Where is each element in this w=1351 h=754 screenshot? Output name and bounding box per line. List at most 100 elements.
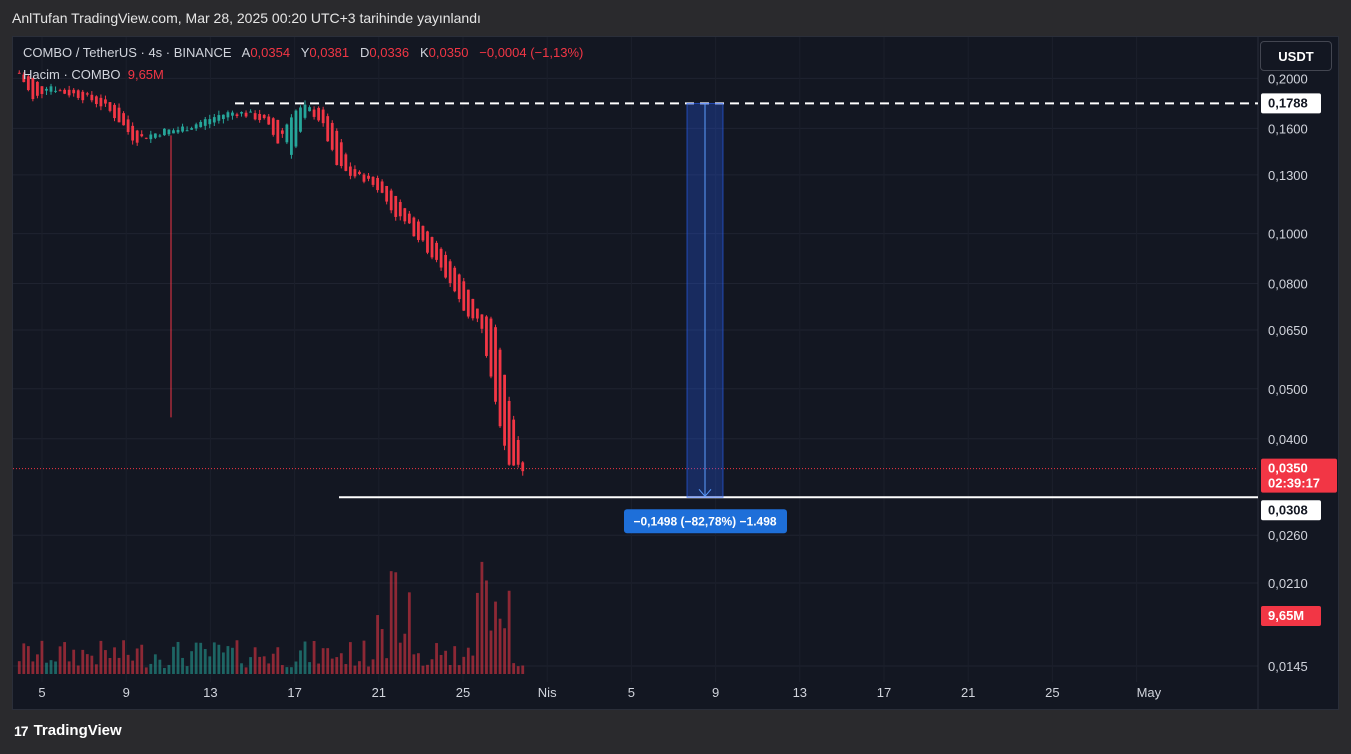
candle-body[interactable] [76, 90, 80, 98]
candle-body[interactable] [444, 254, 448, 278]
candle-body[interactable] [203, 119, 207, 126]
candle-body[interactable] [471, 298, 475, 319]
candle-body[interactable] [507, 400, 511, 465]
volume-label[interactable]: Hacim · COMBO [23, 67, 121, 82]
candle-body[interactable] [371, 176, 375, 185]
candle-body[interactable] [308, 107, 311, 112]
candle-body[interactable] [108, 102, 112, 111]
candle-body[interactable] [344, 154, 348, 171]
candle-body[interactable] [131, 125, 135, 141]
candle-body[interactable] [339, 142, 343, 167]
candle-body[interactable] [240, 112, 243, 114]
candle-body[interactable] [276, 119, 280, 144]
candle-body[interactable] [494, 327, 497, 402]
candle-body[interactable] [81, 91, 85, 101]
candle-body[interactable] [394, 195, 398, 217]
candle-body[interactable] [226, 112, 230, 118]
candle-body[interactable] [358, 171, 361, 175]
candle-body[interactable] [172, 130, 175, 134]
candle-body[interactable] [448, 261, 452, 284]
candle-body[interactable] [158, 135, 162, 137]
candle-body[interactable] [267, 116, 271, 125]
candle-body[interactable] [58, 90, 62, 92]
candle-body[interactable] [262, 114, 266, 119]
candle-body[interactable] [489, 318, 493, 377]
candle-body[interactable] [45, 88, 48, 91]
candle-body[interactable] [294, 110, 298, 147]
candle-body[interactable] [36, 81, 39, 96]
candle-body[interactable] [135, 130, 139, 143]
candle-body[interactable] [485, 316, 488, 356]
candle-body[interactable] [31, 78, 35, 100]
candle-body[interactable] [199, 121, 203, 128]
candle-body[interactable] [407, 213, 411, 224]
candle-body[interactable] [299, 107, 302, 132]
candle-body[interactable] [398, 202, 402, 217]
candle-body[interactable] [235, 114, 239, 117]
candle-body[interactable] [126, 119, 130, 133]
candle-body[interactable] [94, 96, 98, 104]
candle-body[interactable] [22, 74, 26, 83]
candle-body[interactable] [430, 237, 434, 258]
candle-body[interactable] [90, 94, 94, 101]
candle-body[interactable] [40, 86, 44, 94]
candle-body[interactable] [99, 97, 103, 107]
candle-body[interactable] [321, 109, 325, 124]
candle-body[interactable] [290, 117, 293, 155]
candle-body[interactable] [104, 99, 107, 104]
symbol-label[interactable]: COMBO / TetherUS · 4s · BINANCE [23, 45, 232, 60]
candle-body[interactable] [181, 126, 184, 132]
candle-body[interactable] [498, 349, 502, 427]
candle-body[interactable] [380, 181, 384, 193]
candle-body[interactable] [167, 129, 171, 135]
candle-body[interactable] [326, 116, 330, 142]
candle-body[interactable] [153, 133, 157, 138]
candle-body[interactable] [249, 111, 252, 113]
candle-body[interactable] [367, 175, 370, 179]
candle-body[interactable] [221, 114, 225, 120]
candle-body[interactable] [480, 314, 484, 329]
candle-body[interactable] [113, 104, 116, 119]
candle-body[interactable] [439, 248, 443, 268]
candle-body[interactable] [417, 221, 420, 240]
candle-body[interactable] [435, 242, 438, 260]
candle-body[interactable] [163, 128, 166, 136]
candle-body[interactable] [217, 115, 221, 121]
candle-body[interactable] [462, 281, 466, 311]
candle-body[interactable] [144, 137, 148, 139]
candle-body[interactable] [353, 169, 357, 177]
candle-body[interactable] [521, 462, 525, 472]
candle-body[interactable] [26, 76, 30, 91]
candle-body[interactable] [258, 113, 262, 121]
candle-body[interactable] [389, 190, 393, 211]
candle-body[interactable] [49, 86, 53, 92]
candle-body[interactable] [212, 117, 216, 123]
candle-body[interactable] [312, 109, 316, 117]
candle-body[interactable] [149, 134, 153, 140]
candle-body[interactable] [403, 208, 407, 222]
candle-body[interactable] [285, 124, 289, 143]
candle-body[interactable] [475, 308, 479, 319]
candle-body[interactable] [185, 130, 189, 132]
candle-body[interactable] [117, 107, 121, 123]
candle-body[interactable] [362, 174, 366, 182]
candle-body[interactable] [348, 166, 352, 176]
candle-body[interactable] [176, 129, 180, 133]
candle-body[interactable] [17, 72, 21, 74]
candle-body[interactable] [453, 267, 457, 292]
candle-body[interactable] [426, 231, 429, 253]
candle-body[interactable] [208, 119, 212, 125]
candle-body[interactable] [335, 130, 339, 165]
candle-body[interactable] [140, 134, 144, 137]
candle-body[interactable] [54, 90, 57, 92]
candle-body[interactable] [190, 128, 194, 130]
price-chart[interactable]: 0,2000 0,1600 0,1300 0,1000 0,0800 0,0650 0,05… [13, 37, 1338, 709]
tradingview-logo[interactable]: 17 TradingView [14, 722, 122, 739]
candle-body[interactable] [421, 225, 425, 241]
candle-body[interactable] [503, 374, 506, 446]
candle-body[interactable] [512, 419, 516, 466]
candle-body[interactable] [72, 89, 76, 94]
candle-body[interactable] [516, 439, 520, 465]
candle-body[interactable] [330, 122, 334, 150]
chart-panel[interactable]: 0,2000 0,1600 0,1300 0,1000 0,0800 0,0650 0,05… [12, 36, 1339, 710]
